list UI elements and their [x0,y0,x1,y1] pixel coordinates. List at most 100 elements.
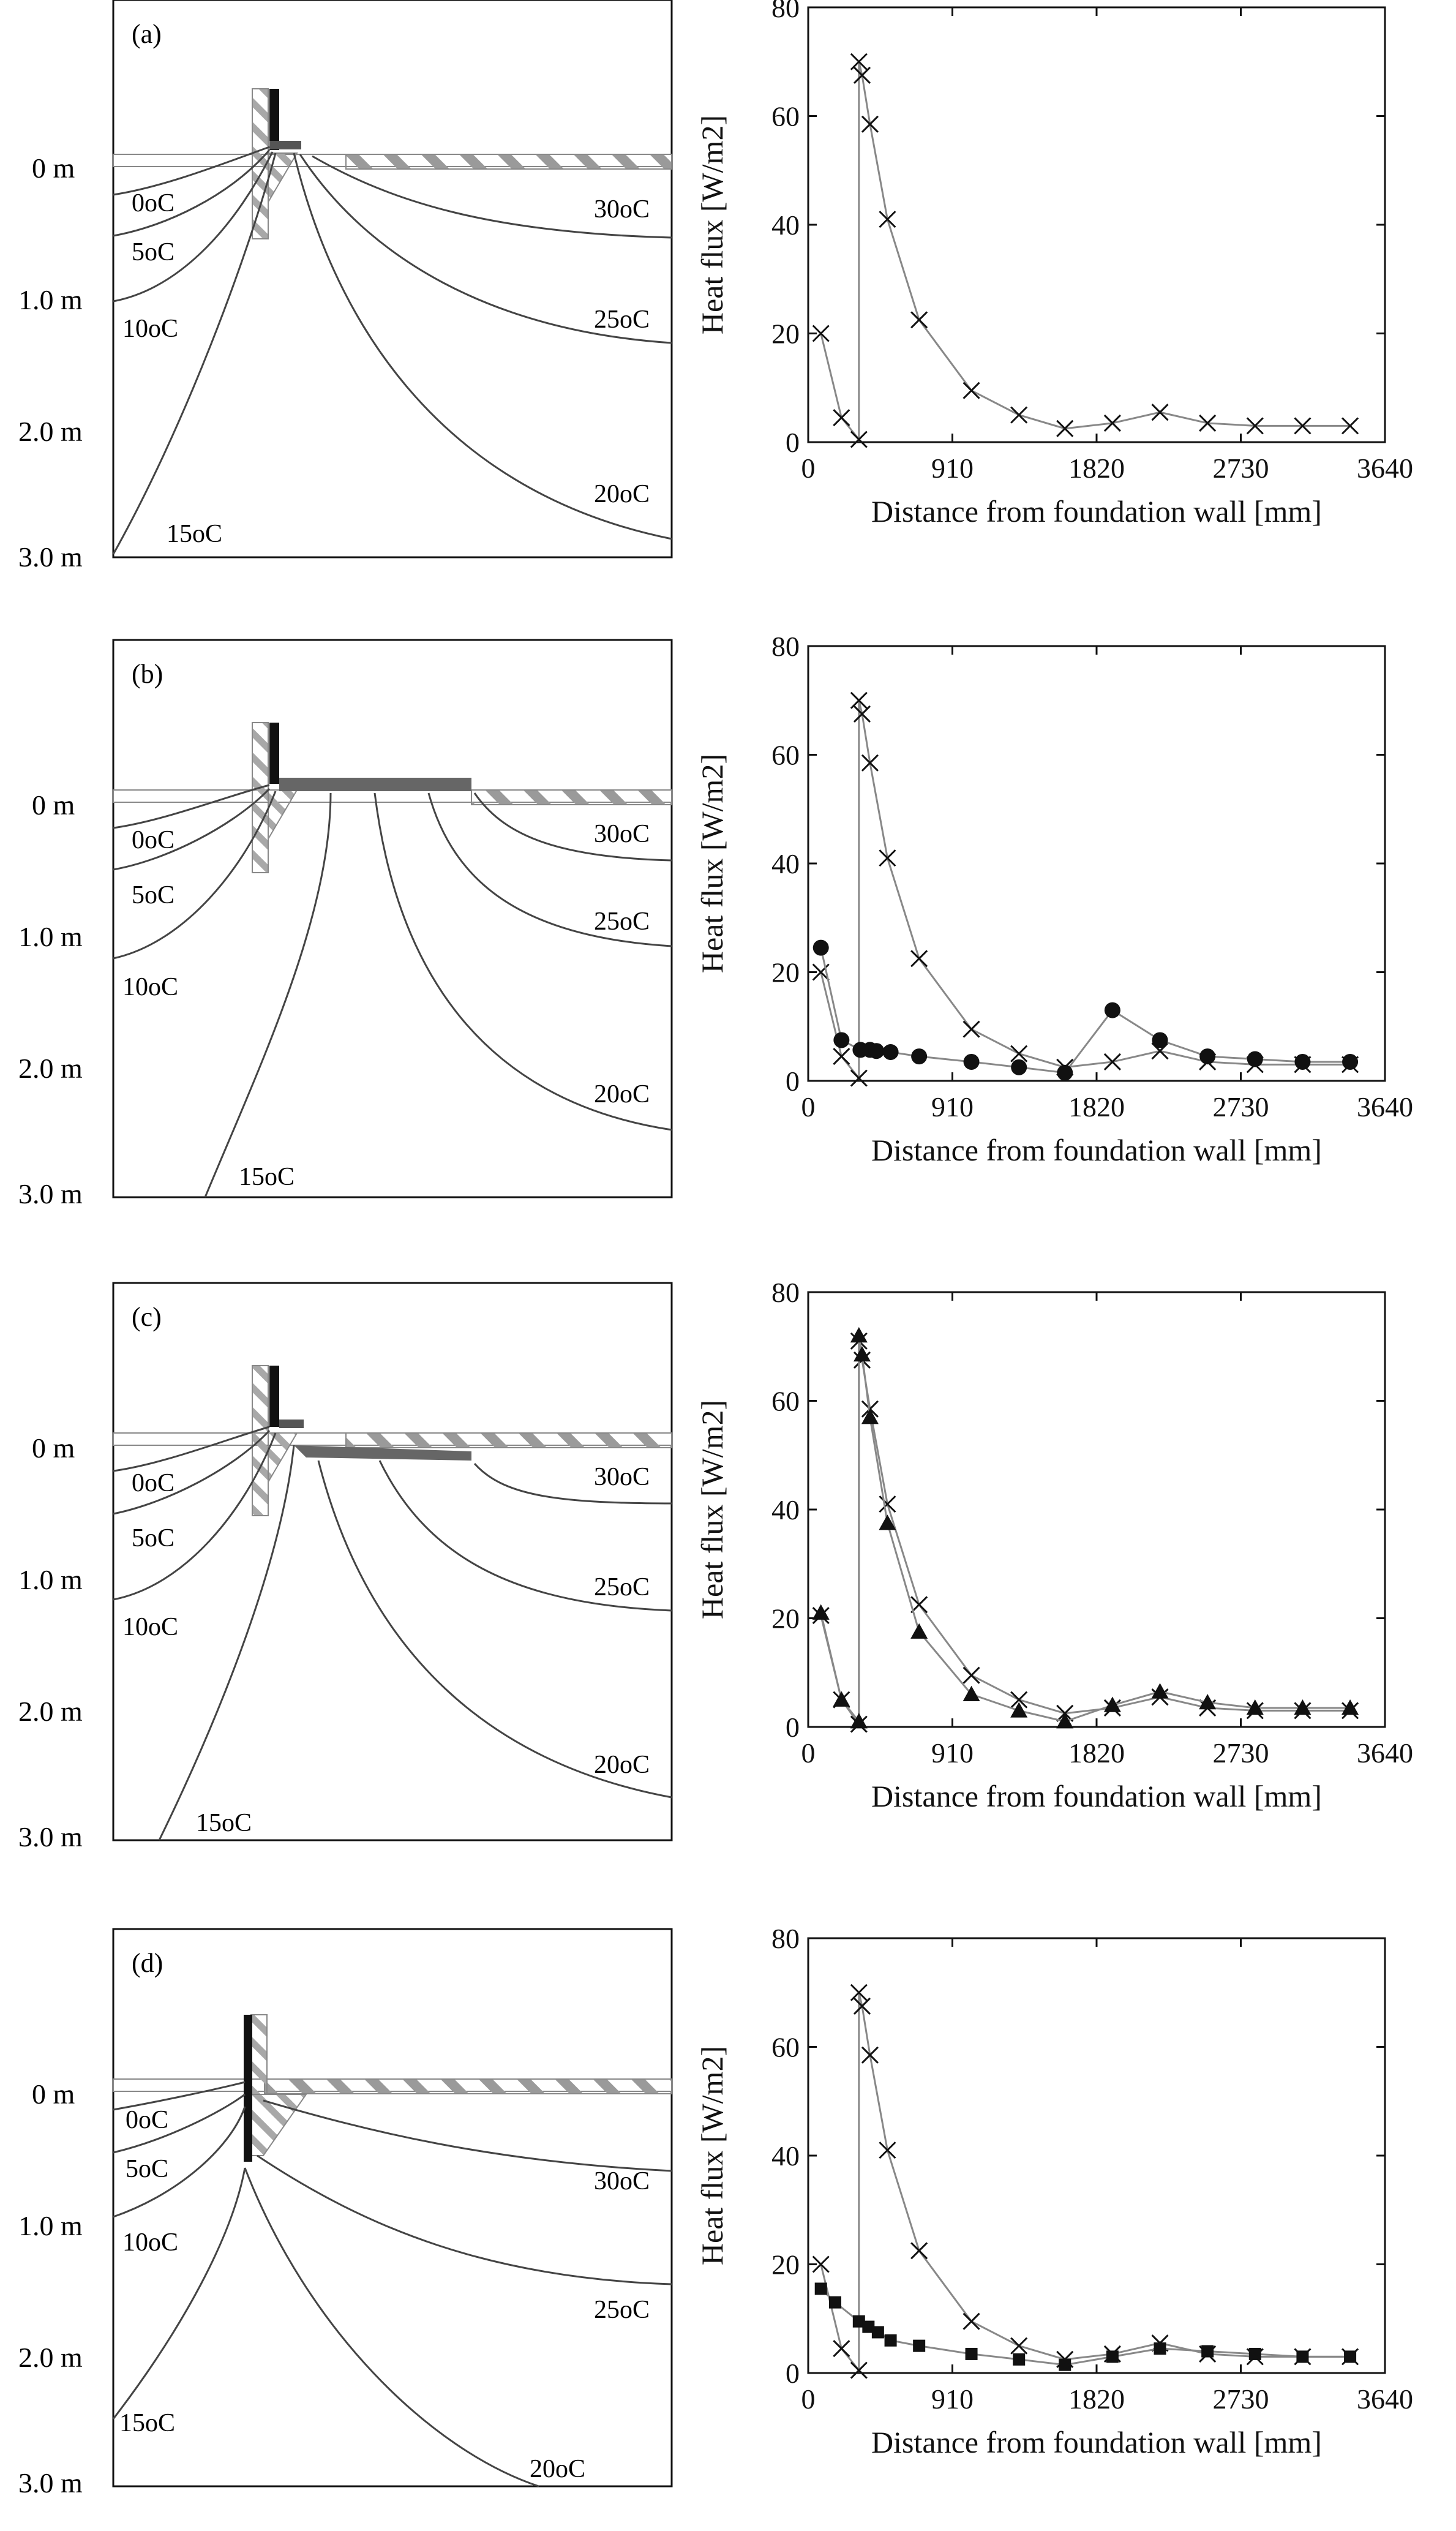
isotherm-label: 30oC [594,2167,650,2195]
y-tick-label: 20 [771,1603,800,1634]
data-point-x-marker [879,849,896,867]
series-line-reference [820,61,1351,442]
y-axis-label: Heat flux [W/m2] [695,2046,729,2265]
x-tick-label: 0 [801,453,816,484]
data-point-x-marker [1056,419,1074,437]
isotherm-label: 0oC [126,2106,168,2134]
data-point-x-marker [812,963,830,981]
y-tick-label: 60 [771,101,800,132]
data-point-x-marker [833,409,850,427]
depth-label-2: 2.0 m [18,1696,83,1727]
y-tick-label: 0 [786,1712,800,1743]
data-point-circle-marker [868,1043,885,1059]
panel-label-c: (c) [132,1302,162,1332]
data-point-square-marker [1013,2353,1026,2366]
x-tick-label: 3640 [1357,2383,1413,2415]
data-point-circle-marker [1294,1053,1311,1070]
data-point-x-marker [853,705,871,723]
depth-label-3: 3.0 m [18,2467,83,2499]
panel-label-b: (b) [132,659,163,689]
y-tick-label: 80 [771,1923,800,1954]
x-tick-label: 1820 [1068,1737,1125,1769]
y-tick-label: 20 [771,957,800,988]
depth-label-0: 0 m [32,789,75,821]
y-axis-label: Heat flux [W/m2] [695,1400,729,1619]
data-point-triangle-marker [850,1327,868,1343]
data-point-triangle-marker [1294,1699,1312,1715]
data-point-square-marker [965,2347,978,2360]
data-point-circle-marker [833,1032,850,1048]
y-tick-label: 80 [771,631,800,662]
data-point-triangle-marker [1103,1696,1121,1712]
x-tick-label: 0 [801,1091,816,1123]
series-line-reference [820,700,1351,1081]
data-point-x-marker [963,1666,980,1684]
panel-c: (c) 0 m 1.0 m 2.0 m 3.0 m 0oC 5oC 10oC 1… [18,1277,1413,1852]
data-point-x-marker [879,211,896,228]
x-tick-label: 910 [931,2383,974,2415]
data-point-square-marker [1296,2350,1309,2363]
data-point-x-marker [1103,414,1121,432]
data-point-x-marker [1342,417,1359,435]
data-point-x-marker [1151,404,1169,421]
plot-frame [807,1291,1386,1728]
data-point-x-marker [1010,406,1028,424]
isotherm-label: 10oC [122,315,178,343]
isotherm-label: 20oC [594,1751,650,1779]
data-point-x-marker [850,1984,868,2001]
y-tick-label: 60 [771,2032,800,2063]
data-point-x-marker [812,325,830,342]
data-point-x-marker [850,691,868,709]
isotherm-label: 5oC [132,238,174,266]
x-axis-label: Distance from foundation wall [mm] [871,2425,1322,2459]
data-point-x-marker [1010,1691,1028,1709]
isotherm-label: 25oC [594,1573,650,1601]
data-point-x-marker [910,1596,928,1614]
data-point-circle-marker [1152,1032,1168,1048]
data-point-triangle-marker [853,1346,871,1362]
data-point-x-marker [910,950,928,968]
isotherm-label: 5oC [132,881,174,909]
data-point-circle-marker [1057,1064,1073,1081]
data-point-x-marker [861,754,879,772]
x-axis-label: Distance from foundation wall [mm] [871,1133,1322,1167]
x-tick-label: 3640 [1357,1091,1413,1123]
data-point-x-marker [879,1495,896,1513]
y-tick-label: 80 [771,1277,800,1308]
data-point-circle-marker [882,1044,899,1060]
data-point-x-marker [812,2255,830,2273]
depth-label-2: 2.0 m [18,1053,83,1084]
data-point-x-marker [850,431,868,448]
heat-flux-chart-c: 0 20 40 60 80 0 910 1820 2730 3640 Distance from f… [695,1277,1413,1813]
isotherm-label: 20oC [594,480,650,508]
y-tick-label: 0 [786,2358,800,2389]
y-axis-label: Heat flux [W/m2] [695,754,729,973]
data-point-triangle-marker [1342,1699,1359,1715]
depth-label-2: 2.0 m [18,2342,83,2373]
y-tick-label: 40 [771,209,800,241]
data-point-circle-marker [1199,1048,1216,1065]
x-tick-label: 910 [931,453,974,484]
data-point-x-marker [1010,2337,1028,2355]
depth-label-2: 2.0 m [18,416,83,447]
isotherm-label: 30oC [594,1463,650,1491]
data-point-x-marker [850,2361,868,2379]
isotherm-label: 15oC [196,1809,252,1837]
data-point-square-marker [1154,2342,1166,2355]
x-tick-label: 910 [931,1091,974,1123]
isotherm-label: 10oC [122,973,178,1001]
isotherm-label: 25oC [594,908,650,936]
isotherm-label: 0oC [132,826,174,854]
data-point-x-marker [850,53,868,70]
isotherm-label: 25oC [594,2296,650,2324]
depth-label-0: 0 m [32,152,75,184]
depth-label-3: 3.0 m [18,541,83,573]
y-tick-label: 0 [786,427,800,458]
plot-frame [807,1937,1386,2374]
isotherm-label: 0oC [132,189,174,217]
data-point-circle-marker [1011,1059,1027,1075]
data-point-x-marker [1199,414,1217,432]
data-point-x-marker [861,2046,879,2064]
data-point-triangle-marker [1056,1713,1074,1729]
